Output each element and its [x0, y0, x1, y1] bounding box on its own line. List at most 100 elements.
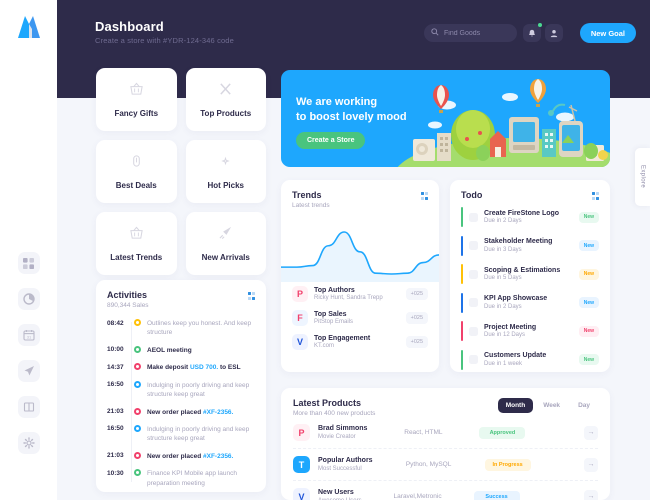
- product-row[interactable]: V New UsersAwesome Users Laravel,Metronic S…: [293, 481, 598, 500]
- left-sidebar: 31: [0, 0, 57, 500]
- range-week-button[interactable]: Week: [535, 398, 568, 413]
- sparkle-icon: [218, 154, 233, 171]
- status-badge: New: [578, 325, 599, 337]
- activity-link[interactable]: #XF-2356.: [203, 408, 234, 416]
- explore-tab[interactable]: Explore: [635, 148, 650, 206]
- arrow-right-icon[interactable]: →: [584, 425, 598, 440]
- activity-row: 16:50 Indulging in poorly driving and kee…: [107, 424, 255, 444]
- page-subtitle: Create a store with #YDR-124-346 code: [95, 36, 234, 45]
- sidebar-item-dashboard[interactable]: [17, 252, 40, 274]
- trend-row[interactable]: V Top Engagement KT.com +025: [292, 330, 428, 354]
- trends-subtitle: Latest trends: [292, 202, 330, 209]
- activity-bullet-icon: [134, 469, 141, 477]
- status-badge: New: [578, 211, 599, 223]
- banner-title-line1: We are working: [296, 96, 378, 108]
- activity-text: Make deposit USD 700. to ESL: [147, 364, 241, 372]
- brand-logo-icon[interactable]: [12, 12, 46, 42]
- arrow-right-icon[interactable]: →: [584, 457, 598, 472]
- todo-checkbox[interactable]: [469, 269, 478, 279]
- tile-label: Best Deals: [115, 180, 157, 190]
- activity-time: 14:37: [107, 363, 124, 371]
- status-badge: Success: [473, 490, 520, 500]
- tile-latest-trends[interactable]: Latest Trends: [96, 212, 177, 275]
- sidebar-item-calendar[interactable]: 31: [17, 324, 40, 346]
- sidebar-item-settings[interactable]: [17, 432, 40, 454]
- activity-text: Finance KPI Mobile app launch preparatio…: [147, 470, 237, 487]
- hot-air-balloon-orange: [530, 79, 546, 107]
- activity-row: 14:37 Make deposit USD 700. to ESL: [107, 363, 255, 372]
- sidebar-item-launch[interactable]: [17, 360, 40, 382]
- buildings: [413, 103, 608, 161]
- activities-header: Activities 890,344 Sales: [107, 290, 255, 309]
- product-name: Brad Simmons: [318, 425, 368, 433]
- notifications-button[interactable]: [523, 23, 542, 42]
- tile-new-arrivals[interactable]: New Arrivals: [185, 212, 266, 275]
- trends-header: Trends Latest trends: [292, 190, 428, 209]
- sidebar-item-analytics[interactable]: [17, 288, 40, 310]
- activity-bullet-icon: [134, 363, 141, 371]
- arrow-right-icon[interactable]: →: [584, 489, 598, 500]
- activity-row: 10:00 AEOL meeting: [107, 345, 255, 355]
- search-input[interactable]: [444, 29, 510, 37]
- todo-checkbox[interactable]: [469, 326, 478, 336]
- todo-row[interactable]: Project Meeting Due in 12 Days New: [461, 321, 599, 341]
- product-tech: React, HTML: [404, 429, 443, 436]
- todo-checkbox[interactable]: [469, 212, 478, 222]
- banner-illustration: [397, 79, 610, 167]
- activity-row: 10:30 Finance KPI Mobile app launch prepa…: [107, 469, 255, 488]
- todo-row[interactable]: Stakeholder Meeting Due in 3 Days New: [461, 235, 599, 256]
- activity-time: 08:42: [107, 319, 124, 327]
- activity-time: 10:30: [107, 469, 124, 477]
- search-box[interactable]: [424, 24, 517, 42]
- tile-hot-picks[interactable]: Hot Picks: [185, 140, 266, 203]
- trend-row[interactable]: P Top Authors Ricky Hunt, Sandra Trepp +025: [292, 282, 428, 306]
- latest-products-card: Latest Products More than 400 new produc…: [281, 388, 610, 500]
- range-day-button[interactable]: Day: [570, 398, 598, 413]
- new-goal-button[interactable]: New Goal: [579, 23, 636, 43]
- todo-color-bar: [461, 321, 463, 341]
- todo-row[interactable]: Customers Update Due in 1 week New: [461, 349, 599, 370]
- todo-checkbox[interactable]: [469, 241, 478, 250]
- todo-color-bar: [461, 207, 463, 227]
- trend-description: Ricky Hunt, Sandra Trepp: [314, 295, 383, 302]
- brand-logo-icon: T: [293, 456, 310, 473]
- activity-link[interactable]: #XF-2356.: [203, 452, 234, 460]
- todo-checkbox[interactable]: [469, 298, 478, 307]
- grid-menu-icon[interactable]: [420, 192, 428, 200]
- trend-row[interactable]: F Top Sales PitStop Emails +025: [292, 306, 428, 330]
- products-header: Latest Products More than 400 new produc…: [293, 398, 598, 417]
- todo-row[interactable]: Scoping & Estimations Due in 5 Days New: [461, 264, 599, 284]
- sidebar-item-library[interactable]: [17, 396, 40, 418]
- product-row[interactable]: T Popular Authors Most Successful Python, M…: [293, 449, 598, 481]
- product-role: Most Successful: [318, 465, 362, 472]
- todo-color-bar: [461, 235, 463, 256]
- brand-logo-icon: F: [292, 310, 308, 326]
- todo-due-date: Due in 1 week: [484, 360, 523, 367]
- todo-color-bar: [461, 349, 463, 370]
- todo-row[interactable]: Create FireStone Logo Due in 2 Days New: [461, 207, 599, 227]
- tile-label: New Arrivals: [201, 252, 250, 262]
- status-badge: In Progress: [484, 458, 531, 471]
- promo-banner: We are working to boost lovely mood Crea…: [281, 70, 610, 167]
- todo-row[interactable]: KPI App Showcase Due in 2 Days New: [461, 292, 599, 313]
- todo-checkbox[interactable]: [469, 355, 478, 364]
- range-month-button[interactable]: Month: [497, 398, 534, 413]
- activity-time: 21:03: [107, 452, 124, 460]
- product-row[interactable]: P Brad Simmons Movie Creator React, HTML App…: [293, 417, 598, 449]
- trend-description: PitStop Emails: [314, 319, 354, 326]
- tile-label: Latest Trends: [110, 252, 163, 262]
- tile-label: Fancy Gifts: [114, 108, 159, 118]
- user-profile-button[interactable]: [545, 24, 563, 42]
- grid-menu-icon[interactable]: [591, 192, 599, 200]
- activity-link[interactable]: USD 700.: [189, 364, 219, 372]
- activity-text: AEOL meeting: [147, 346, 192, 354]
- tile-fancy-gifts[interactable]: Fancy Gifts: [96, 68, 177, 131]
- trend-badge: +025: [405, 336, 428, 348]
- create-store-button[interactable]: Create a Store: [296, 132, 366, 149]
- grid-menu-icon[interactable]: [247, 292, 255, 300]
- tile-top-products[interactable]: Top Products: [185, 68, 266, 131]
- tile-best-deals[interactable]: Best Deals: [96, 140, 177, 203]
- hot-air-balloon-red: [433, 85, 449, 113]
- todo-header: Todo: [461, 190, 599, 200]
- quick-tiles: Fancy Gifts Top Products Best Deals Hot …: [96, 68, 266, 275]
